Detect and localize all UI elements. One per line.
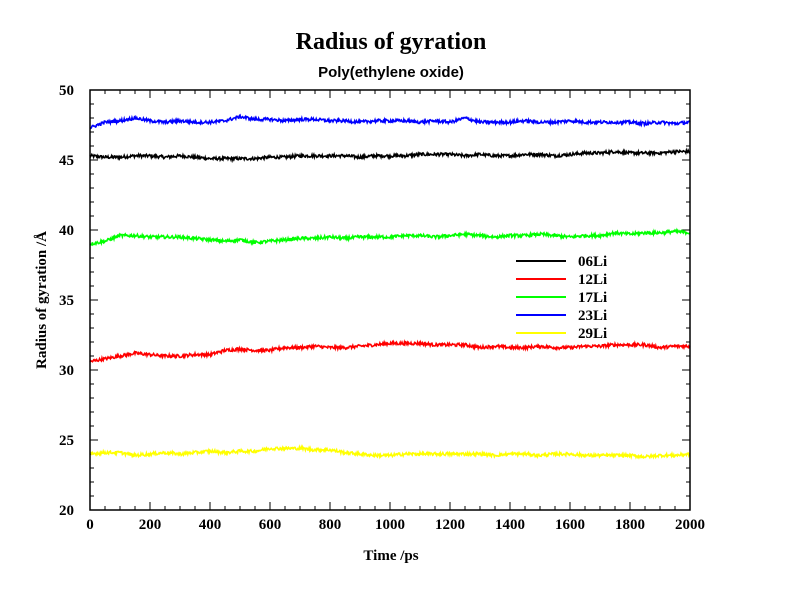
x-tick-label: 200 <box>139 517 162 533</box>
legend-label: 17Li <box>578 290 607 306</box>
series-line-23Li <box>89 113 691 130</box>
legend: 06Li 12Li 17Li 23Li 29Li <box>516 254 607 342</box>
x-tick-label: 1000 <box>375 517 405 533</box>
x-tick-label: 0 <box>86 517 94 533</box>
series-line-06Li <box>89 147 691 164</box>
y-tick-label: 40 <box>59 223 74 239</box>
x-tick-label: 800 <box>319 517 342 533</box>
legend-label: 29Li <box>578 326 607 342</box>
y-axis-label: Radius of gyration /Å <box>34 231 50 369</box>
series-lines <box>89 113 691 460</box>
y-tick-label: 20 <box>59 503 74 519</box>
x-axis-label: Time /ps <box>363 548 418 564</box>
chart-title: Radius of gyration <box>296 29 487 55</box>
x-tick-label: 2000 <box>675 517 705 533</box>
axis-ticks: 0 200 400 600 800 1000 1200 1400 1600 1800 2000 20 2… <box>59 83 705 533</box>
y-tick-label: 25 <box>59 433 74 449</box>
series-line-12Li <box>89 338 691 363</box>
legend-label: 12Li <box>578 272 607 288</box>
series-line-17Li <box>89 227 691 247</box>
y-tick-label: 45 <box>59 153 74 169</box>
chart-subtitle: Poly(ethylene oxide) <box>318 64 464 81</box>
x-tick-label: 1800 <box>615 517 645 533</box>
x-tick-label: 400 <box>199 517 222 533</box>
plot-frame <box>89 89 691 511</box>
x-tick-label: 1600 <box>555 517 585 533</box>
y-tick-label: 50 <box>59 83 74 99</box>
x-tick-label: 1200 <box>435 517 465 533</box>
legend-label: 23Li <box>578 308 607 324</box>
y-tick-label: 30 <box>59 363 74 379</box>
series-line-29Li <box>89 444 691 460</box>
x-tick-label: 1400 <box>495 517 525 533</box>
x-tick-label: 600 <box>259 517 282 533</box>
legend-label: 06Li <box>578 254 607 270</box>
y-tick-label: 35 <box>59 293 74 309</box>
